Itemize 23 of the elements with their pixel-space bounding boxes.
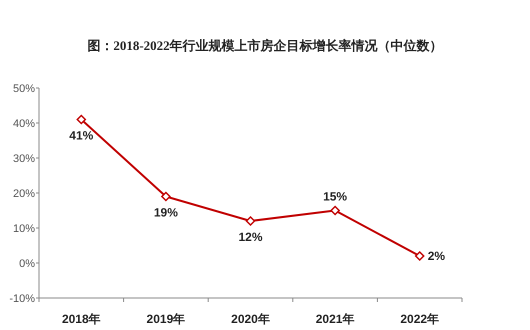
y-tick-label: 0%	[19, 258, 36, 270]
point	[246, 216, 256, 226]
y-tick-label: 50%	[12, 83, 36, 95]
x-tick-label: 2022年	[400, 312, 440, 326]
chart-title: 图：2018-2022年行业规模上市房企目标增长率情况（中位数）	[87, 38, 443, 53]
y-tick-label: -10%	[9, 293, 36, 305]
point	[414, 251, 424, 261]
x-tick-label: 2021年	[316, 312, 354, 326]
x-tick-label: 2020年	[231, 312, 270, 326]
y-tick-label: 30%	[12, 153, 36, 165]
text: 19%	[154, 206, 178, 220]
text: 41%	[69, 128, 94, 142]
text: 15%	[323, 190, 348, 204]
point	[330, 206, 340, 216]
y-tick-label: 20%	[12, 188, 36, 200]
y-tick-label: 10%	[12, 223, 36, 235]
x-tick-label: 2018年	[62, 312, 101, 326]
text: 12%	[238, 230, 263, 244]
y-tick-label: 40%	[12, 118, 36, 130]
x-tick-label: 2019年	[146, 312, 186, 326]
text: 2%	[428, 249, 446, 263]
point	[161, 192, 171, 202]
point	[76, 114, 86, 124]
